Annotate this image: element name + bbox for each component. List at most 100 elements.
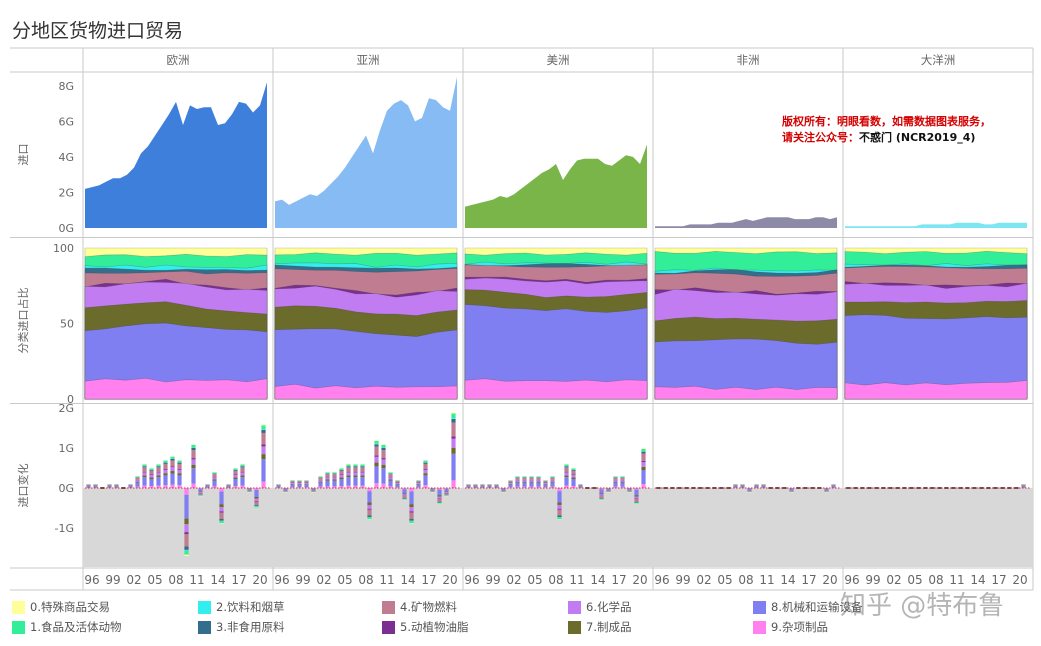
change-bar-segment-8 bbox=[557, 491, 562, 503]
import-area-3 bbox=[655, 217, 837, 228]
legend-swatch bbox=[198, 620, 211, 634]
y-tick-label-change: 0G bbox=[58, 482, 74, 495]
change-bar-segment-9 bbox=[543, 487, 548, 488]
legend-swatch bbox=[12, 620, 25, 634]
change-bar-segment-4 bbox=[395, 481, 400, 483]
x-tick-label: 02 bbox=[316, 573, 331, 587]
change-bar-segment-8 bbox=[233, 479, 238, 486]
change-bar-segment-8 bbox=[191, 468, 196, 484]
change-bar-3-14 bbox=[754, 484, 759, 488]
change-bar-segment-6 bbox=[543, 482, 548, 484]
change-bar-1-15 bbox=[381, 444, 386, 488]
change-bar-segment-9 bbox=[613, 486, 618, 488]
change-bar-segment-7 bbox=[346, 475, 351, 478]
legend-label: 8.机械和运输设备 bbox=[771, 600, 863, 614]
change-bar-segment-4 bbox=[641, 453, 646, 461]
change-bar-3-12 bbox=[740, 484, 745, 488]
change-bar-segment-4 bbox=[747, 490, 752, 492]
x-tick-label: 05 bbox=[337, 573, 352, 587]
change-bar-0-14 bbox=[184, 488, 189, 556]
change-bar-segment-6 bbox=[522, 480, 527, 482]
change-bar-segment-3 bbox=[515, 477, 520, 478]
change-bar-segment-4 bbox=[177, 463, 182, 469]
change-bar-segment-8 bbox=[205, 486, 210, 488]
change-bar-segment-4 bbox=[163, 463, 168, 469]
change-bar-segment-9 bbox=[395, 487, 400, 488]
change-bar-segment-5 bbox=[374, 455, 379, 457]
y-tick-label-share: 100 bbox=[53, 242, 74, 255]
change-bar-segment-1 bbox=[557, 517, 562, 520]
change-bar-segment-8 bbox=[522, 482, 527, 487]
change-bar-segment-8 bbox=[508, 484, 513, 488]
change-bar-segment-0 bbox=[163, 460, 168, 461]
change-bar-segment-4 bbox=[444, 493, 449, 495]
change-bar-segment-6 bbox=[318, 480, 323, 482]
change-bar-segment-9 bbox=[564, 485, 569, 488]
change-bar-segment-8 bbox=[128, 486, 133, 488]
change-bar-segment-4 bbox=[184, 534, 189, 547]
page-title: 分地区货物进口贸易 bbox=[12, 20, 184, 42]
change-bar-segment-9 bbox=[367, 488, 372, 492]
change-bar-segment-0 bbox=[381, 444, 386, 445]
change-bar-segment-6 bbox=[346, 472, 351, 476]
x-tick-label: 11 bbox=[949, 573, 964, 587]
change-bar-segment-8 bbox=[240, 477, 245, 486]
change-bar-2-4 bbox=[494, 484, 499, 488]
change-bar-3-19 bbox=[789, 488, 794, 493]
change-bar-segment-4 bbox=[599, 496, 604, 499]
change-bar-0-21 bbox=[233, 468, 238, 488]
legend-item: 7.制成品 bbox=[568, 619, 631, 635]
change-bar-segment-8 bbox=[444, 488, 449, 492]
change-bar-segment-8 bbox=[395, 484, 400, 488]
change-bar-segment-6 bbox=[135, 480, 140, 482]
change-bar-segment-7 bbox=[142, 475, 147, 478]
change-bar-segment-1 bbox=[550, 476, 555, 477]
change-bar-0-24 bbox=[254, 488, 259, 508]
change-bar-segment-8 bbox=[212, 480, 217, 487]
change-bar-segment-6 bbox=[177, 469, 182, 474]
change-bar-segment-7 bbox=[135, 481, 140, 483]
change-bar-segment-5 bbox=[184, 532, 189, 535]
change-bar-segment-8 bbox=[332, 480, 337, 487]
change-bar-segment-9 bbox=[388, 486, 393, 488]
change-bar-segment-3 bbox=[409, 518, 414, 521]
change-bar-segment-6 bbox=[170, 467, 175, 472]
change-bar-flat bbox=[1007, 487, 1012, 489]
change-bar-segment-4 bbox=[402, 496, 407, 499]
region-header: 亚洲 bbox=[357, 53, 380, 67]
change-bar-segment-4 bbox=[508, 481, 513, 483]
change-bar-segment-7 bbox=[564, 475, 569, 478]
change-bar-segment-4 bbox=[381, 450, 386, 459]
legend-swatch bbox=[568, 620, 581, 634]
region-header: 非洲 bbox=[737, 53, 760, 67]
change-bar-segment-7 bbox=[381, 464, 386, 469]
change-bar-segment-6 bbox=[297, 482, 302, 484]
change-bar-0-12 bbox=[170, 456, 175, 488]
change-bar-flat bbox=[923, 487, 928, 489]
change-bar-1-10 bbox=[346, 464, 351, 488]
change-bar-segment-7 bbox=[641, 466, 646, 470]
copyright-line-1: 版权所有：明眼看数，如需数据图表服务， bbox=[782, 115, 991, 128]
change-bar-segment-1 bbox=[374, 440, 379, 444]
change-bar-segment-0 bbox=[374, 440, 379, 441]
change-bar-segment-4 bbox=[466, 484, 471, 486]
share-layer-8 bbox=[844, 314, 1028, 400]
change-bar-segment-4 bbox=[226, 484, 231, 486]
change-bar-segment-6 bbox=[325, 477, 330, 480]
change-bar-segment-4 bbox=[212, 474, 217, 478]
change-bar-2-22 bbox=[620, 476, 625, 488]
change-bar-segment-7 bbox=[240, 475, 245, 478]
change-bar-flat bbox=[121, 487, 126, 489]
change-bar-segment-4 bbox=[198, 493, 203, 495]
change-bar-segment-3 bbox=[163, 462, 168, 464]
change-bar-segment-1 bbox=[381, 444, 386, 448]
change-bar-segment-3 bbox=[339, 469, 344, 471]
x-tick-label: 20 bbox=[632, 573, 647, 587]
change-bar-segment-3 bbox=[374, 444, 379, 447]
change-bar-segment-1 bbox=[423, 460, 428, 463]
change-bar-segment-3 bbox=[402, 498, 407, 499]
change-bar-2-7 bbox=[515, 476, 520, 488]
change-bar-segment-1 bbox=[571, 468, 576, 470]
change-bar-segment-1 bbox=[254, 506, 259, 508]
change-bar-segment-1 bbox=[641, 448, 646, 452]
